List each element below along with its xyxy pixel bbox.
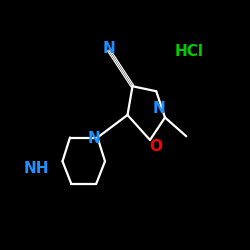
Text: N: N [152, 101, 165, 116]
Text: O: O [150, 139, 163, 154]
Text: N: N [88, 131, 100, 146]
Text: NH: NH [24, 161, 49, 176]
Text: N: N [102, 41, 115, 56]
Text: HCl: HCl [174, 44, 203, 59]
